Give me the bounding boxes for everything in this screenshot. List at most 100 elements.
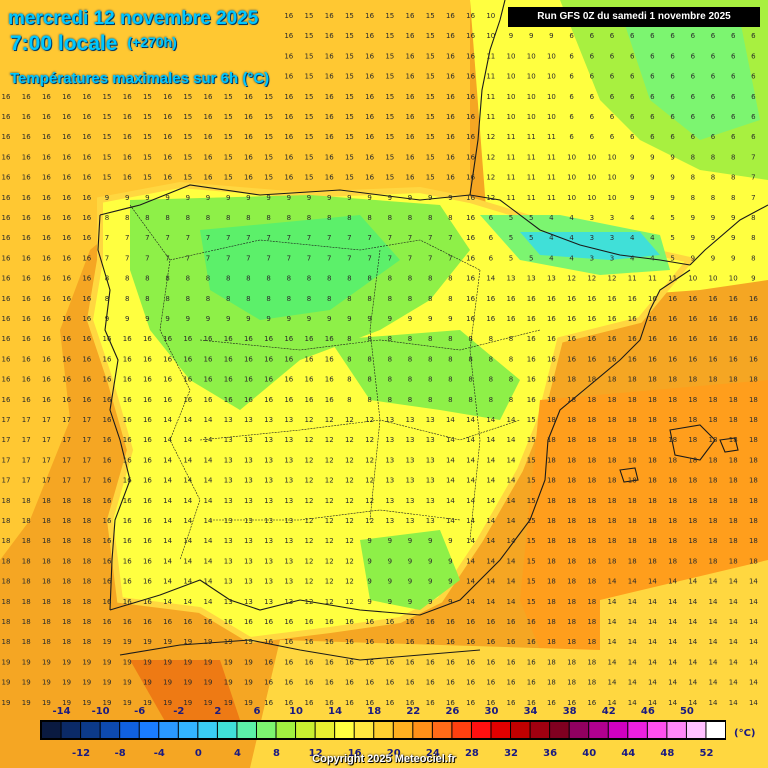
svg-text:14: 14: [183, 456, 192, 464]
legend-tick-label: -6: [134, 706, 145, 717]
svg-text:16: 16: [123, 436, 132, 444]
svg-text:16: 16: [123, 598, 132, 606]
svg-text:16: 16: [325, 638, 334, 646]
svg-text:3: 3: [610, 214, 614, 222]
svg-text:9: 9: [630, 194, 634, 202]
svg-text:16: 16: [466, 174, 475, 182]
svg-text:19: 19: [224, 699, 233, 707]
svg-text:13: 13: [385, 497, 394, 505]
svg-text:16: 16: [527, 658, 536, 666]
svg-text:18: 18: [587, 658, 596, 666]
svg-text:16: 16: [22, 396, 31, 404]
svg-text:7: 7: [145, 254, 149, 262]
svg-text:8: 8: [751, 234, 755, 242]
svg-text:15: 15: [527, 578, 536, 586]
balearic-island-ibiza: [619, 467, 639, 483]
svg-text:15: 15: [143, 153, 152, 161]
svg-text:8: 8: [388, 335, 392, 343]
svg-text:16: 16: [587, 355, 596, 363]
svg-text:6: 6: [569, 93, 574, 101]
svg-text:12: 12: [345, 557, 354, 565]
svg-text:12: 12: [345, 578, 354, 586]
svg-text:11: 11: [507, 153, 516, 161]
svg-text:16: 16: [567, 295, 576, 303]
svg-text:9: 9: [388, 194, 392, 202]
svg-text:18: 18: [82, 557, 91, 565]
svg-text:6: 6: [751, 93, 756, 101]
legend-tick-label: 42: [602, 706, 616, 717]
svg-text:19: 19: [103, 679, 112, 687]
svg-text:7: 7: [408, 234, 412, 242]
legend-swatch: [511, 722, 530, 738]
svg-text:14: 14: [163, 598, 172, 606]
svg-text:16: 16: [345, 679, 354, 687]
svg-text:16: 16: [163, 113, 172, 121]
svg-text:14: 14: [183, 517, 192, 525]
svg-text:16: 16: [224, 335, 233, 343]
svg-text:9: 9: [186, 194, 190, 202]
region-border-meridian: [369, 249, 381, 521]
svg-text:6: 6: [691, 93, 696, 101]
svg-text:16: 16: [2, 254, 11, 262]
svg-text:13: 13: [547, 275, 556, 283]
svg-text:18: 18: [567, 658, 576, 666]
legend-tick-label: 30: [485, 706, 499, 717]
svg-text:11: 11: [486, 52, 495, 60]
svg-text:18: 18: [22, 598, 31, 606]
svg-text:16: 16: [466, 315, 475, 323]
svg-text:13: 13: [385, 416, 394, 424]
svg-text:18: 18: [82, 598, 91, 606]
svg-text:6: 6: [670, 73, 675, 81]
svg-text:19: 19: [22, 658, 31, 666]
svg-text:6: 6: [590, 73, 595, 81]
svg-text:9: 9: [529, 32, 533, 40]
svg-text:4: 4: [569, 214, 574, 222]
legend-swatch: [159, 722, 178, 738]
svg-text:7: 7: [287, 254, 291, 262]
legend-swatch: [471, 722, 491, 738]
svg-text:13: 13: [406, 497, 415, 505]
france-cold-field: [620, 10, 760, 140]
legend-swatch: [667, 722, 686, 738]
svg-text:16: 16: [365, 113, 374, 121]
svg-text:8: 8: [327, 275, 331, 283]
svg-text:17: 17: [42, 436, 51, 444]
svg-text:11: 11: [527, 194, 536, 202]
legend-swatch: [354, 722, 374, 738]
svg-text:16: 16: [507, 315, 516, 323]
svg-text:8: 8: [388, 376, 392, 384]
svg-text:18: 18: [82, 618, 91, 626]
svg-text:14: 14: [204, 497, 213, 505]
svg-text:16: 16: [486, 315, 495, 323]
svg-text:6: 6: [489, 214, 494, 222]
svg-text:18: 18: [608, 537, 617, 545]
svg-text:16: 16: [123, 456, 132, 464]
svg-text:6: 6: [610, 32, 615, 40]
svg-text:6: 6: [670, 32, 675, 40]
svg-text:12: 12: [305, 416, 314, 424]
svg-text:16: 16: [244, 153, 253, 161]
svg-text:19: 19: [244, 638, 253, 646]
svg-text:19: 19: [123, 699, 132, 707]
svg-text:10: 10: [527, 52, 536, 60]
svg-text:16: 16: [264, 699, 273, 707]
svg-text:15: 15: [345, 32, 354, 40]
svg-text:14: 14: [466, 456, 475, 464]
svg-text:9: 9: [448, 315, 452, 323]
svg-text:9: 9: [165, 194, 169, 202]
legend-tick-label: 44: [621, 748, 635, 759]
svg-text:11: 11: [648, 275, 657, 283]
svg-text:3: 3: [590, 214, 594, 222]
svg-text:14: 14: [688, 658, 697, 666]
svg-text:16: 16: [466, 133, 475, 141]
svg-text:13: 13: [224, 477, 233, 485]
svg-text:8: 8: [428, 355, 432, 363]
svg-text:16: 16: [123, 93, 132, 101]
svg-text:16: 16: [82, 295, 91, 303]
svg-text:12: 12: [305, 578, 314, 586]
svg-text:12: 12: [325, 416, 334, 424]
svg-text:16: 16: [608, 335, 617, 343]
svg-text:9: 9: [428, 557, 432, 565]
svg-text:18: 18: [608, 517, 617, 525]
svg-text:8: 8: [468, 376, 472, 384]
